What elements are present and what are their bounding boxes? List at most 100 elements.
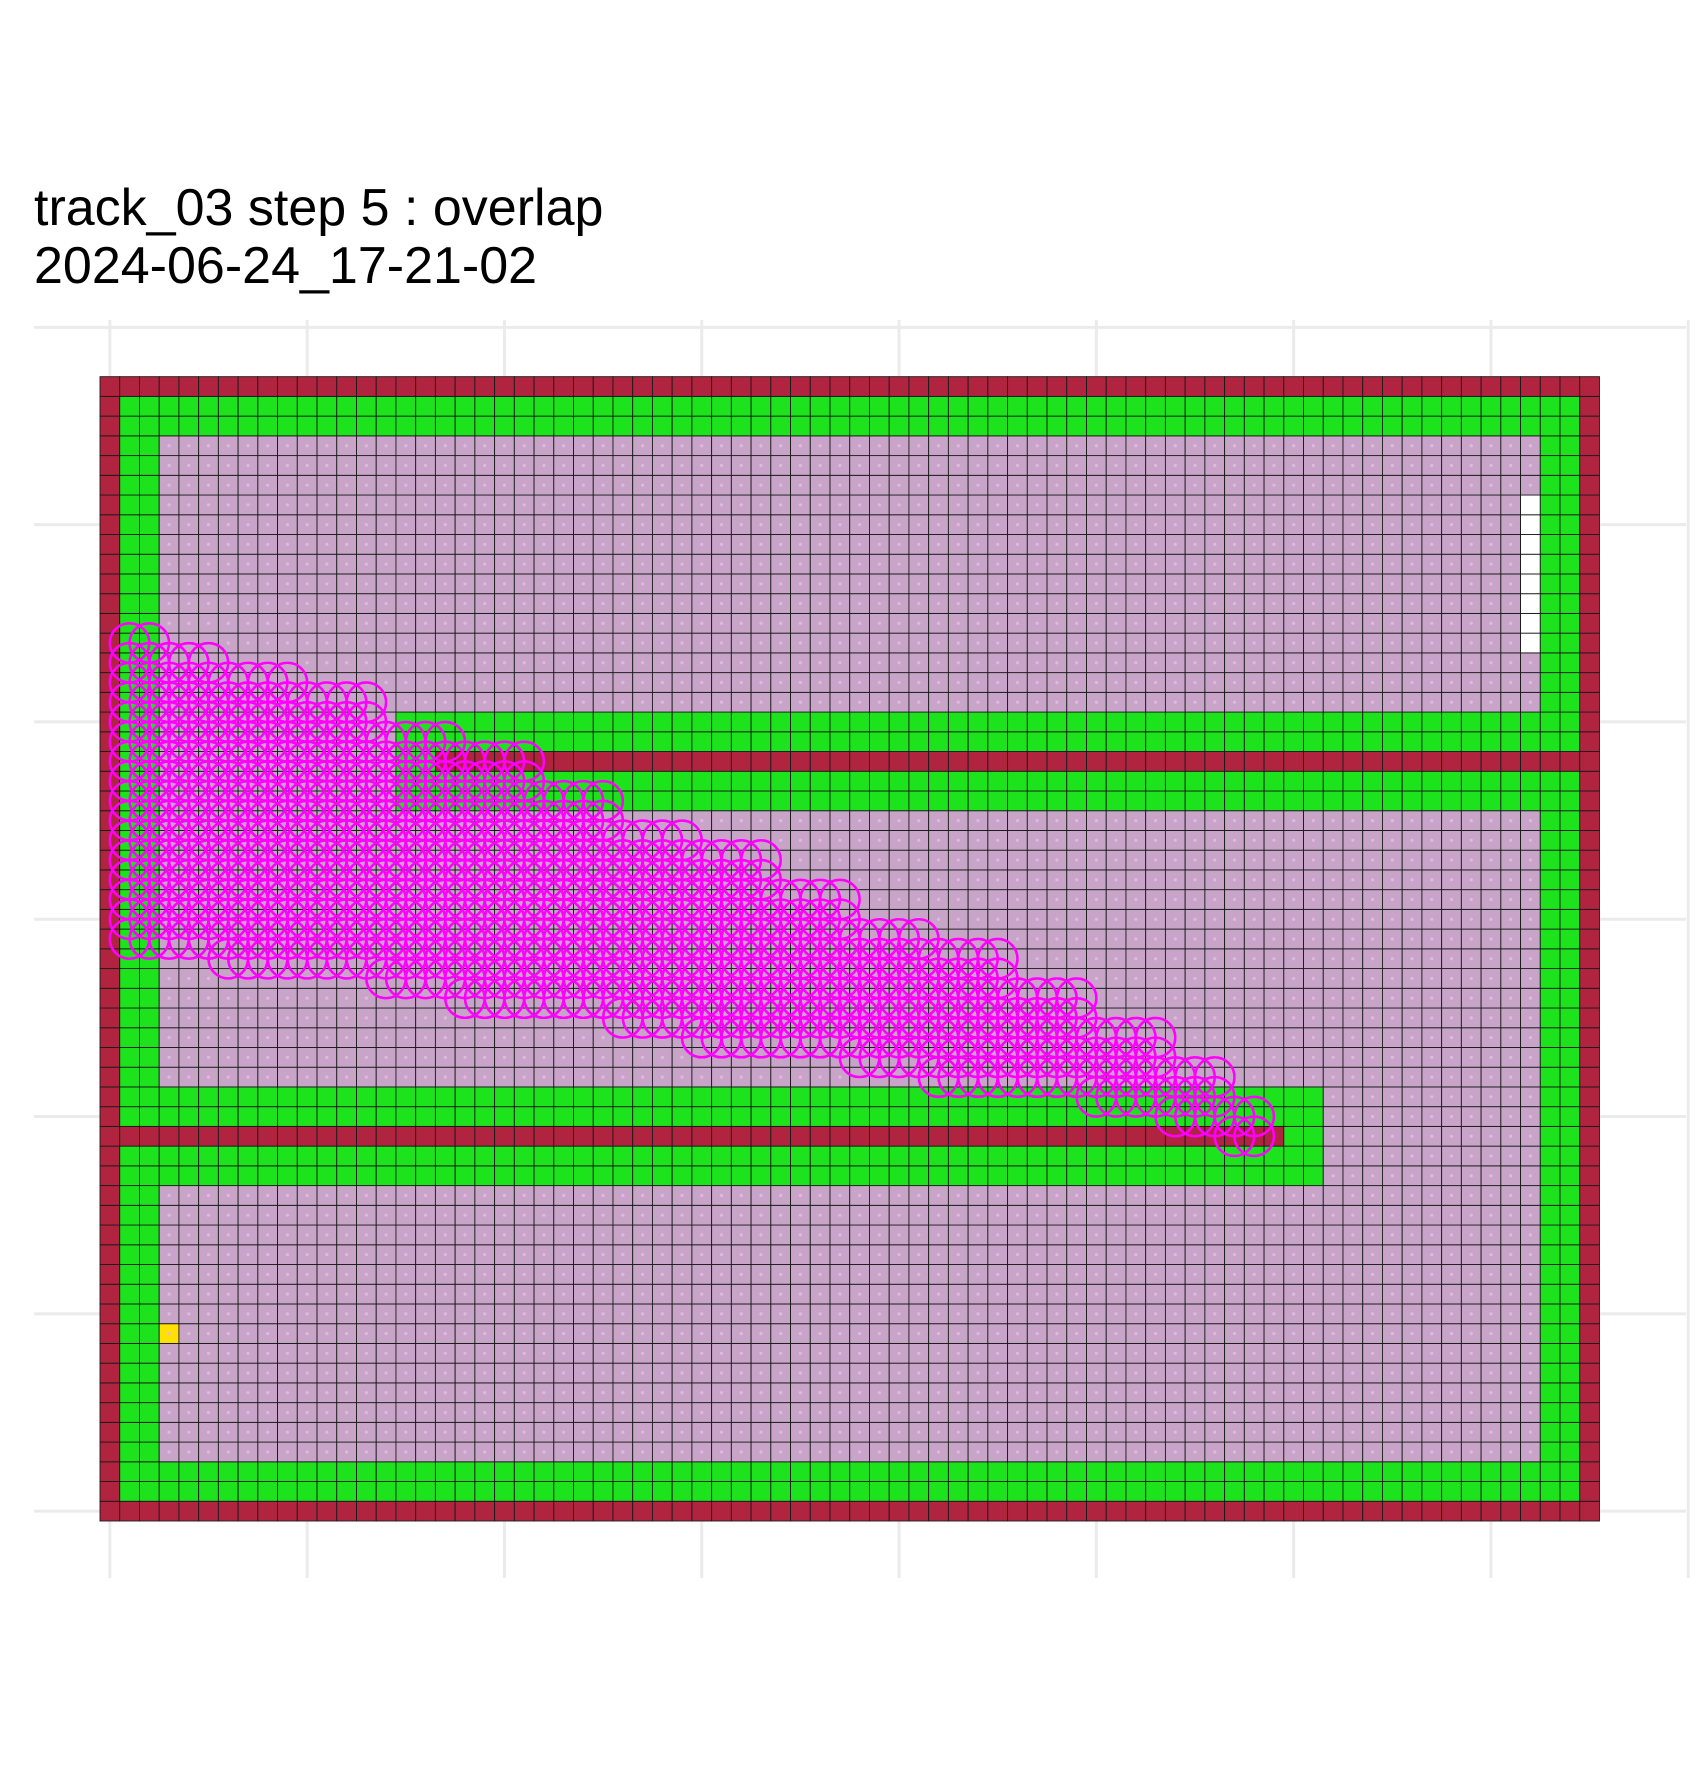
cell-buffer: [651, 1165, 673, 1187]
sample-point: [483, 1410, 487, 1415]
cell-buffer: [928, 711, 949, 733]
sample-point: [1114, 1351, 1118, 1355]
cell-buffer: [987, 395, 1009, 417]
cell-buffer: [711, 1145, 732, 1167]
cell-wall: [612, 1500, 634, 1522]
cell-buffer: [573, 1145, 594, 1167]
cell-buffer: [829, 1086, 851, 1108]
cell-buffer: [711, 770, 732, 792]
cell-buffer: [139, 1421, 160, 1443]
sample-point: [206, 1331, 211, 1336]
sample-point: [226, 1312, 230, 1316]
sample-point: [1232, 1410, 1237, 1415]
cell-buffer: [869, 790, 890, 812]
cell-wall: [849, 751, 870, 772]
sample-point: [1252, 1312, 1256, 1316]
cell-buffer: [1460, 415, 1482, 437]
cell-buffer: [1046, 731, 1068, 752]
cell-buffer: [612, 1086, 634, 1108]
cell-buffer: [1007, 1145, 1028, 1167]
cell-buffer: [1303, 1125, 1324, 1147]
cell-buffer: [1263, 790, 1285, 812]
cell-buffer: [139, 1027, 160, 1048]
sample-point: [700, 1410, 704, 1415]
cell-buffer: [947, 731, 969, 752]
cell-buffer: [1500, 395, 1522, 417]
cell-buffer: [671, 1145, 693, 1167]
sample-point: [226, 1292, 230, 1296]
cell-buffer: [257, 395, 279, 417]
cell-wall: [671, 1500, 693, 1522]
cell-wall: [415, 1125, 436, 1147]
cell-buffer: [987, 1145, 1009, 1167]
sample-point: [1311, 1430, 1315, 1434]
sample-point: [581, 1391, 585, 1395]
sample-point: [285, 1450, 290, 1454]
sample-point: [1035, 1331, 1039, 1336]
cell-buffer: [947, 1461, 969, 1482]
cell-buffer: [1046, 1165, 1068, 1187]
sample-point: [266, 1312, 270, 1316]
cell-wall: [434, 376, 456, 397]
cell-buffer: [908, 731, 930, 752]
cell-buffer: [533, 415, 555, 437]
cell-wall: [1579, 1303, 1600, 1325]
cell-buffer: [967, 415, 989, 437]
sample-point: [364, 1430, 368, 1434]
cell-wall: [474, 376, 496, 397]
sample-point: [1489, 1312, 1493, 1316]
sample-point: [1509, 1331, 1513, 1336]
cell-buffer: [790, 1461, 811, 1482]
cell-buffer: [1401, 731, 1423, 752]
cell-buffer: [1145, 790, 1166, 812]
cell-buffer: [119, 1283, 140, 1305]
cell-wall: [1539, 376, 1561, 397]
cell-buffer: [1362, 395, 1383, 417]
cell-wall: [1362, 1500, 1383, 1522]
cell-wall: [1381, 751, 1403, 772]
cell-wall: [750, 751, 772, 772]
cell-buffer: [316, 395, 338, 417]
sample-point: [818, 1450, 822, 1454]
sample-point: [877, 1371, 881, 1375]
cell-buffer: [198, 1461, 219, 1482]
cell-buffer: [1539, 1402, 1561, 1423]
cell-buffer: [1559, 830, 1581, 851]
cell-buffer: [139, 1204, 160, 1226]
cell-buffer: [553, 1461, 574, 1482]
cell-buffer: [1539, 1106, 1561, 1127]
cell-buffer: [198, 1145, 219, 1167]
sample-point: [621, 1371, 625, 1375]
sample-point: [759, 1331, 763, 1336]
cell-buffer: [730, 1165, 752, 1187]
cell-buffer: [1559, 455, 1581, 476]
sample-point: [1114, 1430, 1118, 1434]
sample-point: [345, 1450, 349, 1454]
cell-buffer: [1066, 415, 1087, 437]
sample-point: [345, 1371, 349, 1375]
cell-buffer: [1539, 415, 1561, 437]
sample-point: [1213, 1430, 1217, 1434]
sample-point: [542, 1351, 546, 1355]
cell-buffer: [1559, 1461, 1581, 1482]
cell-buffer: [139, 455, 160, 476]
sample-point: [384, 1331, 388, 1336]
sample-point: [1114, 1391, 1118, 1395]
cell-buffer: [1125, 1461, 1147, 1482]
sample-point: [206, 1371, 211, 1375]
cell-buffer: [651, 731, 673, 752]
sample-point: [660, 1312, 664, 1316]
cell-wall: [1579, 908, 1600, 930]
sample-point: [838, 1312, 842, 1316]
sample-point: [522, 1351, 526, 1355]
sample-point: [1134, 1371, 1138, 1375]
cell-buffer: [671, 1461, 693, 1482]
cell-wall: [1322, 751, 1344, 772]
sample-point: [167, 1292, 171, 1296]
cell-buffer: [1086, 790, 1107, 812]
cell-wall: [99, 1481, 121, 1502]
sample-point: [1173, 1351, 1177, 1355]
sample-point: [1528, 1430, 1533, 1434]
cell-wall: [296, 1125, 318, 1147]
cell-buffer: [1164, 415, 1186, 437]
